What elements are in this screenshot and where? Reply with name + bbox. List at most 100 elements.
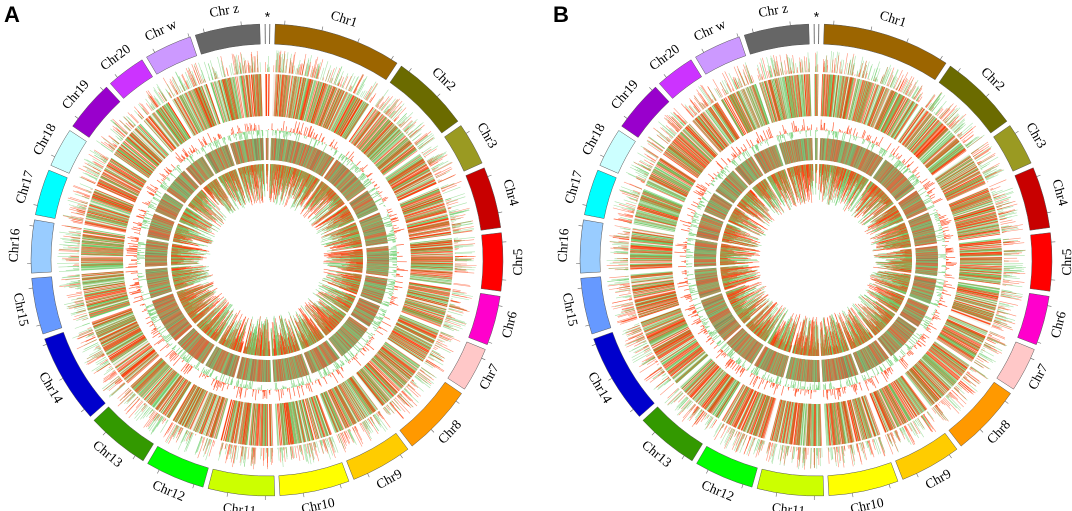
track-snp-heatmap <box>950 281 1000 327</box>
track-copy-number <box>271 120 339 157</box>
ideogram-block <box>993 125 1032 172</box>
track-variant-density <box>924 92 985 149</box>
chromosome-chr-z: Chr z <box>194 0 266 206</box>
track-variant-density <box>1002 237 1026 288</box>
track-variant-density <box>72 322 126 398</box>
scale-tick <box>192 484 195 489</box>
ideogram-block <box>72 86 121 138</box>
chromosome-chr1: Chr1 <box>818 7 947 212</box>
chromosome-chr14: Chr14 <box>585 281 770 417</box>
track-snp-heatmap <box>272 74 370 140</box>
chromosome-label: Chr16 <box>6 228 23 263</box>
chromosome-chr10: Chr10 <box>270 314 350 511</box>
ideogram-block <box>580 276 612 335</box>
chromosome-chr5: Chr5 <box>323 232 525 292</box>
track-variant-density <box>826 436 886 468</box>
scale-tick <box>498 305 503 307</box>
track-variant-density <box>265 55 270 73</box>
track-variant-density <box>203 50 261 81</box>
chromosome-label: Chr w <box>691 16 728 44</box>
track-snp-heatmap <box>385 153 437 202</box>
track-copy-number <box>926 209 954 243</box>
highlight-marker: * <box>814 9 820 25</box>
ideogram-block <box>1017 293 1050 346</box>
scale-tick <box>303 493 305 498</box>
track-gene-band <box>696 213 724 242</box>
scale-tick <box>455 400 460 404</box>
track-snp-heatmap <box>80 228 126 271</box>
scale-tick <box>649 87 653 91</box>
track-snp-heatmap <box>640 307 709 384</box>
track-expression <box>323 248 364 273</box>
scale-tick <box>437 93 441 97</box>
ideogram-block <box>480 232 504 292</box>
track-snp-heatmap <box>274 394 332 446</box>
chromosome-label: Chr1 <box>329 7 359 30</box>
track-copy-number <box>385 244 409 278</box>
track-expression <box>237 164 266 206</box>
track-variant-density <box>664 387 718 431</box>
chromosome-label: Chr1 <box>878 7 908 30</box>
chromosome-chr16: Chr16 <box>555 219 761 274</box>
ideogram-block <box>35 169 68 219</box>
track-variant-density <box>713 422 766 458</box>
track-copy-number <box>776 119 813 147</box>
track-gene-band <box>328 316 368 357</box>
ideogram-block <box>44 331 106 417</box>
scale-tick <box>487 174 492 177</box>
chromosome-chr7: Chr7 <box>865 282 1051 392</box>
scale-tick <box>582 204 587 206</box>
track-snp-heatmap <box>130 357 192 419</box>
track-expression <box>791 315 820 357</box>
track-gene-band <box>778 138 813 165</box>
chromosome-label: Chr9 <box>374 466 405 492</box>
track-expression <box>300 180 345 227</box>
track-gene-band <box>360 275 388 304</box>
ideogram-block <box>658 59 702 99</box>
track-expression <box>719 243 761 266</box>
track-expression <box>218 310 249 353</box>
ideogram-block <box>996 341 1035 390</box>
scale-tick <box>1014 130 1019 134</box>
ideogram-block <box>895 432 958 480</box>
scale-tick <box>367 473 370 478</box>
track-variant-density <box>606 225 631 271</box>
track-gene-band <box>915 245 939 277</box>
track-copy-number <box>674 237 698 268</box>
ideogram-block <box>823 23 947 81</box>
track-gene-band <box>899 297 929 327</box>
scale-tick <box>608 378 612 381</box>
track-snp-heatmap <box>759 74 812 123</box>
chromosome-label: Chr20 <box>97 41 133 73</box>
chromosome-label: Chr3 <box>1023 120 1049 151</box>
ideogram-block <box>274 23 398 81</box>
track-snp-heatmap <box>96 157 147 203</box>
ideogram-block <box>207 468 275 497</box>
panel-B: B Chr1 Chr2 Chr3 Chr4 Chr5 Chr6 Chr7 Chr8 Chr9 Chr… <box>553 0 1072 511</box>
track-gene-band <box>898 190 928 220</box>
chromosome-label: Chr3 <box>474 120 500 151</box>
track-snp-heatmap <box>662 123 719 179</box>
chromosome-chr10: Chr10 <box>819 312 899 511</box>
chromosome-label: Chr7 <box>476 361 502 392</box>
scale-tick <box>591 344 596 347</box>
track-expression <box>314 205 355 235</box>
scale-tick <box>226 492 229 497</box>
scale-tick <box>979 429 984 433</box>
chromosome-chr3: Chr3 <box>864 120 1050 235</box>
track-copy-number <box>139 302 174 352</box>
scale-tick <box>957 68 961 72</box>
track-copy-number <box>131 209 155 236</box>
track-variant-density <box>57 225 82 272</box>
ideogram-block <box>695 36 747 75</box>
track-gene-band <box>753 144 784 175</box>
track-snp-heatmap <box>948 187 1001 241</box>
track-gene-band <box>166 170 200 204</box>
ideogram-block <box>444 125 483 172</box>
track-gene-band <box>145 267 173 299</box>
track-variant-density <box>96 112 140 153</box>
track-copy-number <box>314 359 345 387</box>
track-variant-density <box>622 323 675 396</box>
ideogram-block <box>93 406 154 462</box>
ideogram-block <box>278 462 350 496</box>
